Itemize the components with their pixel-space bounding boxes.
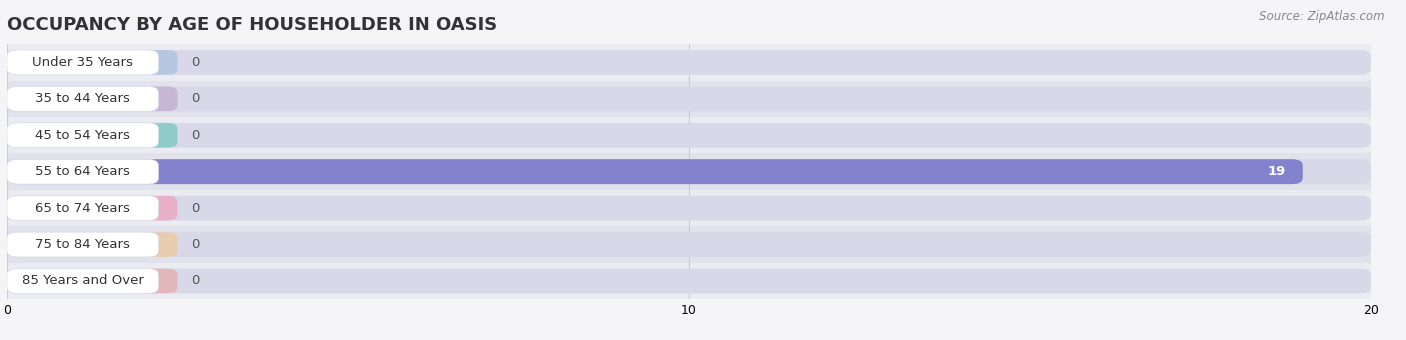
FancyBboxPatch shape	[7, 159, 159, 184]
FancyBboxPatch shape	[7, 86, 159, 111]
FancyBboxPatch shape	[7, 269, 159, 293]
Text: 55 to 64 Years: 55 to 64 Years	[35, 165, 131, 178]
Text: 0: 0	[191, 56, 200, 69]
FancyBboxPatch shape	[7, 196, 1371, 221]
FancyBboxPatch shape	[7, 123, 1371, 148]
Text: 0: 0	[191, 274, 200, 288]
FancyBboxPatch shape	[7, 196, 177, 221]
FancyBboxPatch shape	[7, 196, 159, 221]
Text: 19: 19	[1267, 165, 1285, 178]
FancyBboxPatch shape	[7, 123, 177, 148]
Text: 0: 0	[191, 238, 200, 251]
FancyBboxPatch shape	[7, 269, 177, 293]
FancyBboxPatch shape	[7, 50, 1371, 75]
FancyBboxPatch shape	[7, 232, 159, 257]
Bar	[7, 117, 1371, 153]
Text: 0: 0	[191, 92, 200, 105]
Text: Under 35 Years: Under 35 Years	[32, 56, 134, 69]
FancyBboxPatch shape	[7, 159, 1303, 184]
Bar	[7, 263, 1371, 299]
Text: 65 to 74 Years: 65 to 74 Years	[35, 202, 131, 215]
Bar	[7, 153, 1371, 190]
Bar	[7, 226, 1371, 263]
Bar	[7, 190, 1371, 226]
Text: 45 to 54 Years: 45 to 54 Years	[35, 129, 131, 142]
FancyBboxPatch shape	[7, 232, 1371, 257]
FancyBboxPatch shape	[7, 86, 1371, 111]
Text: 0: 0	[191, 202, 200, 215]
Text: 35 to 44 Years: 35 to 44 Years	[35, 92, 131, 105]
FancyBboxPatch shape	[7, 159, 1371, 184]
Text: 0: 0	[191, 129, 200, 142]
FancyBboxPatch shape	[7, 50, 177, 75]
FancyBboxPatch shape	[7, 50, 159, 75]
FancyBboxPatch shape	[7, 86, 177, 111]
FancyBboxPatch shape	[7, 123, 159, 148]
FancyBboxPatch shape	[7, 159, 1303, 184]
Text: Source: ZipAtlas.com: Source: ZipAtlas.com	[1260, 10, 1385, 23]
Text: OCCUPANCY BY AGE OF HOUSEHOLDER IN OASIS: OCCUPANCY BY AGE OF HOUSEHOLDER IN OASIS	[7, 16, 498, 34]
Bar	[7, 44, 1371, 81]
FancyBboxPatch shape	[7, 269, 1371, 293]
Bar	[7, 81, 1371, 117]
Text: 75 to 84 Years: 75 to 84 Years	[35, 238, 131, 251]
Text: 85 Years and Over: 85 Years and Over	[21, 274, 143, 288]
FancyBboxPatch shape	[7, 232, 177, 257]
